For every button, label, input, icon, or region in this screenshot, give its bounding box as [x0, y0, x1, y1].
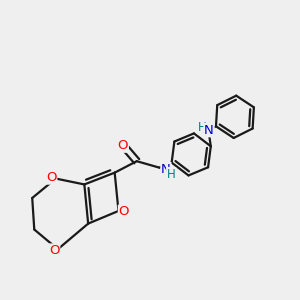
Text: H: H — [167, 168, 176, 181]
Text: O: O — [118, 139, 128, 152]
Text: N: N — [161, 163, 171, 176]
Text: N: N — [204, 124, 214, 136]
Text: O: O — [118, 205, 129, 218]
Text: O: O — [46, 171, 57, 184]
Text: H: H — [198, 121, 206, 134]
Text: O: O — [49, 244, 60, 257]
